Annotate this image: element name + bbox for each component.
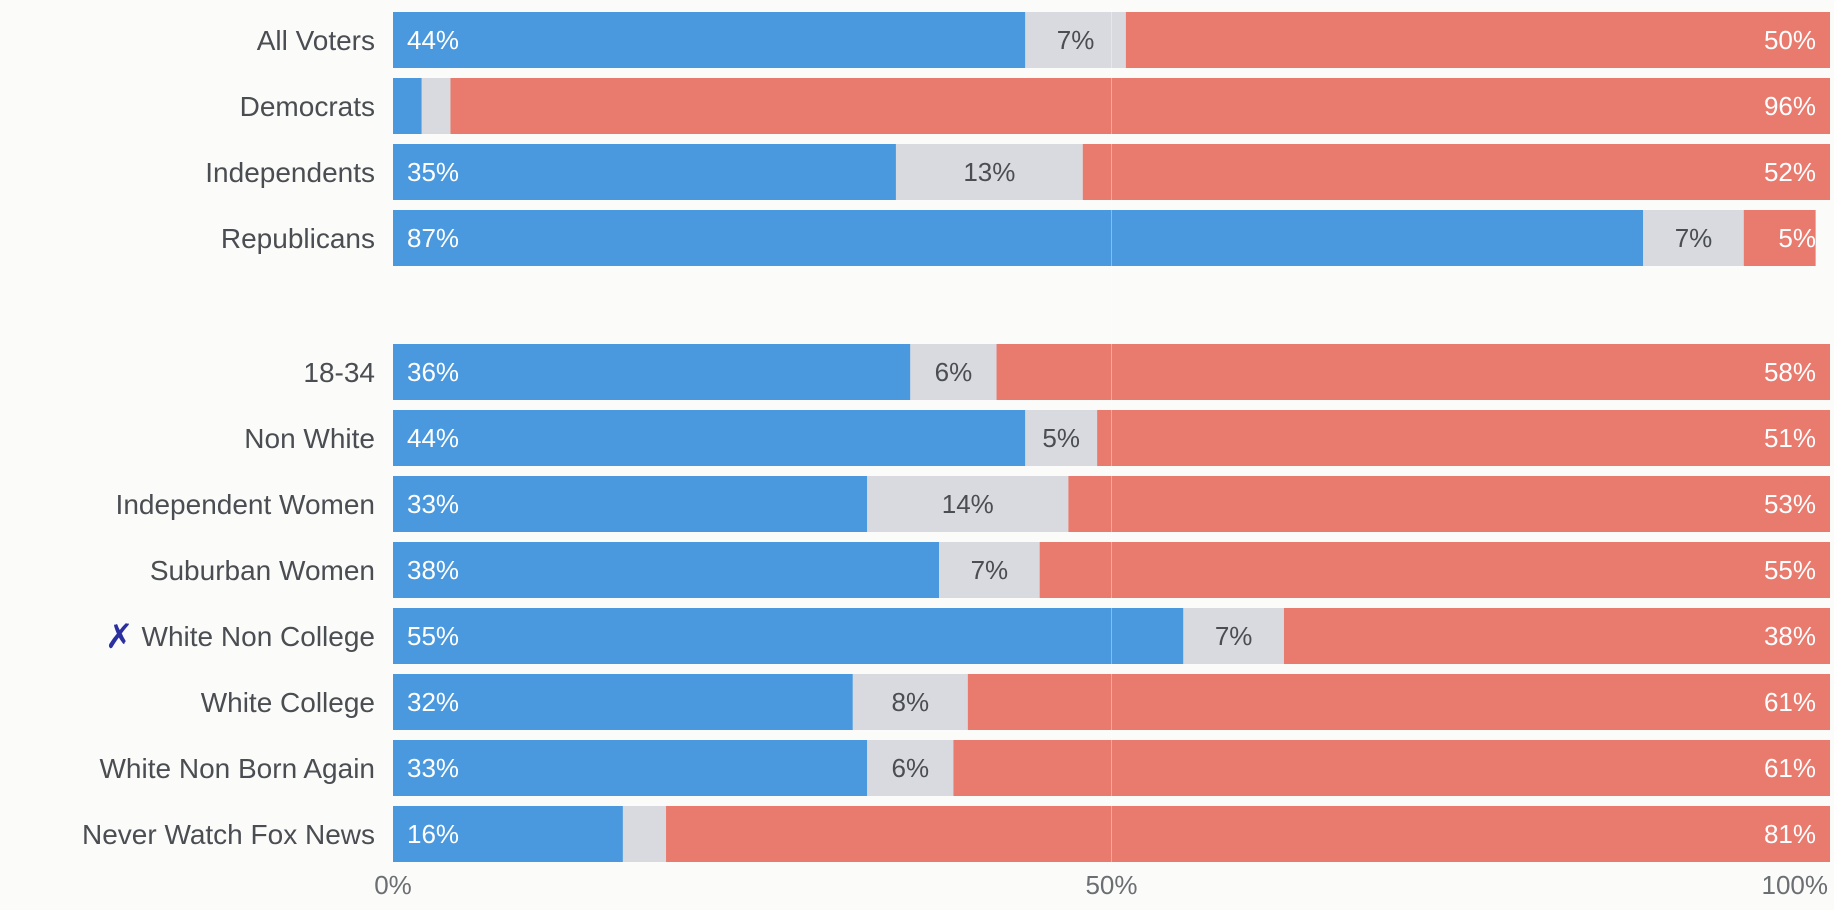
bar-red-independents [1082,144,1830,200]
bar-blue-republicans [393,210,1644,266]
data-label-red-white-non-born-again: 61% [1764,753,1816,783]
bar-blue-independent-women [393,476,868,532]
data-label-grey-non-white: 5% [1042,423,1080,453]
data-label-red-18-34: 58% [1764,357,1816,387]
data-label-blue-suburban-women: 38% [407,555,459,585]
bar-red-never-watch-fox-news [666,806,1830,862]
data-label-blue-white-non-college: 55% [407,621,459,651]
bar-grey-18-34 [910,344,997,400]
bar-grey-suburban-women [939,542,1040,598]
row-label-white-college: White College [201,687,375,718]
data-label-grey-independent-women: 14% [942,489,994,519]
bar-red-republicans [1743,210,1816,266]
bar-blue-18-34 [393,344,911,400]
data-label-blue-independents: 35% [407,157,459,187]
x-axis: 0% 50% 100% [374,870,1828,900]
x-tick-label-50: 50% [1085,870,1137,900]
bar-red-independent-women [1068,476,1830,532]
row-label-independent-women: Independent Women [116,489,375,520]
bar-red-white-non-born-again [953,740,1830,796]
bars-layer [393,6,1831,862]
handwritten-mark-icon: ✗ [105,618,134,656]
data-label-red-never-watch-fox-news: 81% [1764,819,1816,849]
data-label-grey-white-non-college: 7% [1215,621,1253,651]
row-label-democrats: Democrats [240,91,375,122]
data-label-blue-white-non-born-again: 33% [407,753,459,783]
data-label-red-independent-women: 53% [1764,489,1816,519]
row-label-suburban-women: Suburban Women [150,555,375,586]
x-tick-label-0: 0% [374,870,412,900]
bar-grey-white-college [852,674,968,730]
data-label-red-white-non-college: 38% [1764,621,1816,651]
bar-blue-white-non-born-again [393,740,868,796]
bar-blue-non-white [393,410,1026,466]
bar-red-18-34 [996,344,1830,400]
data-label-blue-non-white: 44% [407,423,459,453]
data-label-red-republicans: 5% [1778,223,1816,253]
row-label-white-non-born-again: White Non Born Again [100,753,376,784]
data-label-grey-18-34: 6% [935,357,973,387]
row-label-independents: Independents [205,157,375,188]
bar-blue-democrats [393,78,422,134]
bar-blue-white-non-college [393,608,1184,664]
data-label-blue-republicans: 87% [407,223,459,253]
row-label-all-voters: All Voters [257,25,375,56]
bar-red-democrats [450,78,1831,134]
data-label-grey-white-non-born-again: 6% [892,753,930,783]
data-label-red-all-voters: 50% [1764,25,1816,55]
bar-grey-white-non-college [1183,608,1284,664]
data-label-red-independents: 52% [1764,157,1816,187]
row-label-18-34: 18-34 [303,357,375,388]
data-label-red-suburban-women: 55% [1764,555,1816,585]
x-tick-label-100: 100% [1762,870,1829,900]
data-label-red-white-college: 61% [1764,687,1816,717]
bar-red-suburban-women [1039,542,1830,598]
data-label-blue-white-college: 32% [407,687,459,717]
data-label-blue-never-watch-fox-news: 16% [407,819,459,849]
data-label-grey-suburban-women: 7% [971,555,1009,585]
bar-red-white-college [967,674,1830,730]
bar-red-all-voters [1125,12,1830,68]
bar-grey-all-voters [1025,12,1126,68]
data-label-red-democrats: 96% [1764,91,1816,121]
bar-grey-independents [895,144,1083,200]
bar-blue-suburban-women [393,542,940,598]
bar-red-non-white [1097,410,1830,466]
data-label-grey-all-voters: 7% [1057,25,1095,55]
labels-layer: All Voters 44% 7% 50% Democrats 96% Independen… [82,25,1816,850]
data-label-grey-independents: 13% [963,157,1015,187]
bar-grey-non-white [1025,410,1098,466]
bar-grey-white-non-born-again [867,740,954,796]
data-label-grey-white-college: 8% [892,687,930,717]
data-label-blue-all-voters: 44% [407,25,459,55]
data-label-grey-republicans: 7% [1675,223,1713,253]
bar-grey-democrats [421,78,451,134]
bar-blue-never-watch-fox-news [393,806,623,862]
data-label-blue-independent-women: 33% [407,489,459,519]
bar-grey-republicans [1643,210,1744,266]
bar-grey-never-watch-fox-news [622,806,667,862]
bar-blue-independents [393,144,896,200]
bar-blue-white-college [393,674,853,730]
row-label-never-watch-fox-news: Never Watch Fox News [82,819,375,850]
bar-grey-independent-women [867,476,1069,532]
row-label-republicans: Republicans [221,223,375,254]
row-label-white-non-college: White Non College [142,621,375,652]
bar-blue-all-voters [393,12,1026,68]
row-label-non-white: Non White [244,423,375,454]
data-label-red-non-white: 51% [1764,423,1816,453]
bar-red-white-non-college [1283,608,1830,664]
data-label-blue-18-34: 36% [407,357,459,387]
